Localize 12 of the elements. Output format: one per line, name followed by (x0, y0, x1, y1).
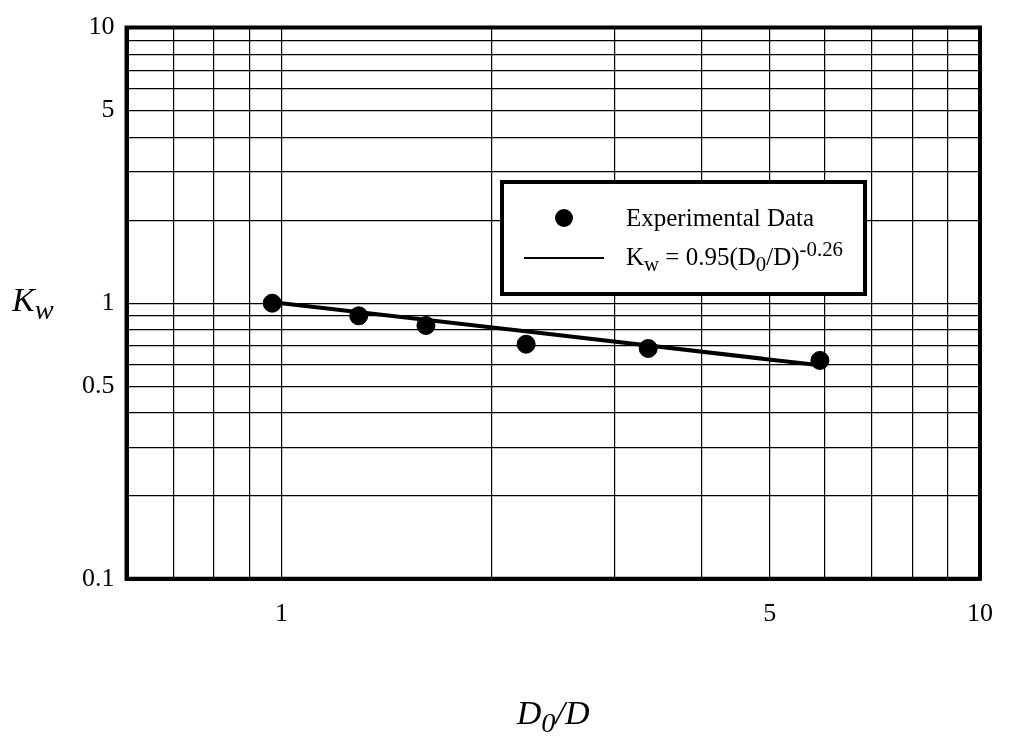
legend-label: Experimental Data (626, 203, 815, 232)
y-tick-label: 5 (101, 94, 115, 124)
y-tick-label: 0.5 (82, 369, 115, 399)
y-tick-label: 0.1 (82, 562, 115, 592)
legend-label: K$_{w}$ = 0.95(D$_{0}$/D)$^{-0.26}$ (626, 237, 843, 278)
x-tick-label: 10 (967, 598, 993, 628)
y-tick-label: 10 (88, 11, 115, 41)
x-tick-label: 1 (274, 598, 288, 628)
x-tick-label: 5 (763, 598, 777, 628)
y-tick-label: 1 (101, 287, 115, 317)
x-axis-title: D$_{0}$/D (516, 693, 590, 739)
y-axis-title: K$_{w}$ (12, 280, 54, 326)
